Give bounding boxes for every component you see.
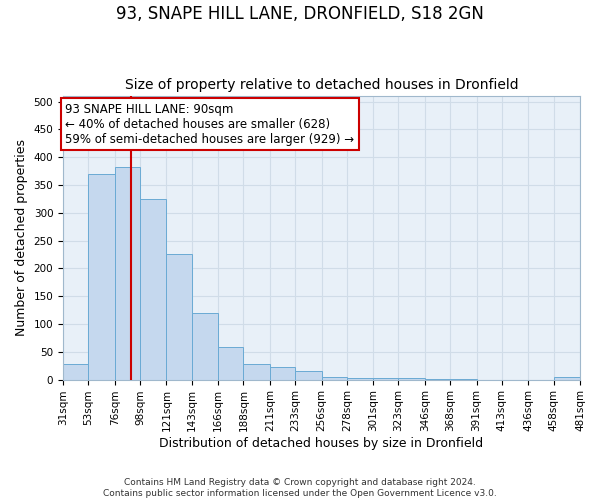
Bar (115, 166, 140, 380)
Y-axis label: Number of detached properties: Number of detached properties (15, 140, 28, 336)
Text: 93 SNAPE HILL LANE: 90sqm
← 40% of detached houses are smaller (628)
59% of semi: 93 SNAPE HILL LANE: 90sqm ← 40% of detac… (65, 102, 355, 146)
Bar (166, 254, 191, 380)
Bar (191, 313, 218, 380)
Bar (450, 379, 476, 380)
Bar (88, 174, 115, 380)
Bar (218, 348, 244, 380)
Bar (63, 364, 88, 380)
Bar (373, 378, 398, 380)
Bar (554, 377, 580, 380)
Bar (347, 378, 373, 380)
Bar (425, 379, 450, 380)
Bar (295, 372, 322, 380)
X-axis label: Distribution of detached houses by size in Dronfield: Distribution of detached houses by size … (160, 437, 484, 450)
Bar (244, 364, 270, 380)
Text: Contains HM Land Registry data © Crown copyright and database right 2024.
Contai: Contains HM Land Registry data © Crown c… (103, 478, 497, 498)
Bar (322, 377, 347, 380)
Text: 93, SNAPE HILL LANE, DRONFIELD, S18 2GN: 93, SNAPE HILL LANE, DRONFIELD, S18 2GN (116, 5, 484, 23)
Title: Size of property relative to detached houses in Dronfield: Size of property relative to detached ho… (125, 78, 518, 92)
Bar (270, 368, 295, 380)
Bar (398, 378, 425, 380)
Bar (140, 199, 166, 380)
